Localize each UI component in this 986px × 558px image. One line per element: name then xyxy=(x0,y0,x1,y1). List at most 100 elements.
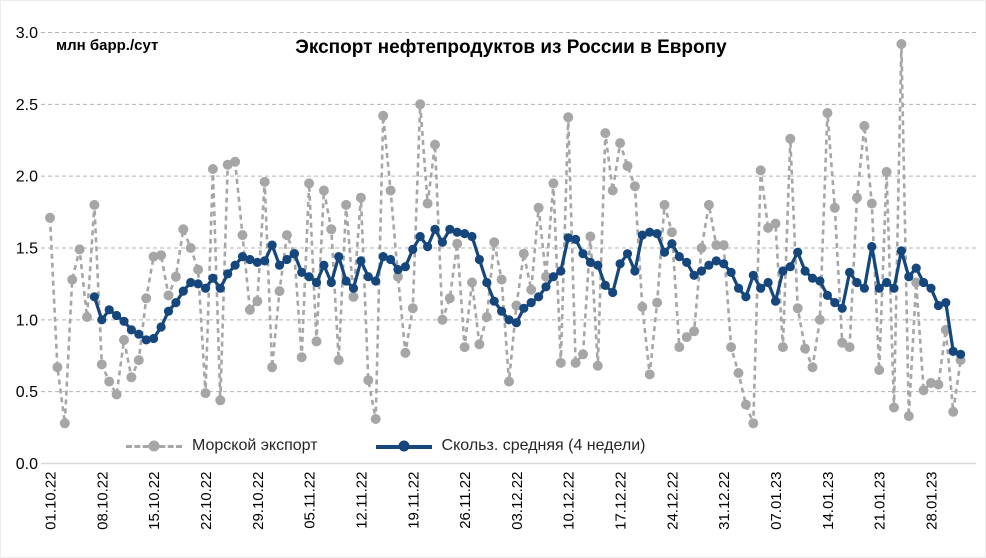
x-tick-label: 22.10.22 xyxy=(198,472,215,530)
series-moving-average-marker xyxy=(548,272,559,282)
series-sea-export-marker xyxy=(541,271,551,282)
series-moving-average-marker xyxy=(289,249,299,259)
series-sea-export-marker xyxy=(281,230,292,241)
sea-export-legend-marker-icon xyxy=(126,440,182,452)
y-tick-label: 1.5 xyxy=(16,241,38,258)
series-moving-average-marker xyxy=(415,231,425,242)
series-moving-average-marker xyxy=(452,227,462,237)
x-tick-label: 21.01.23 xyxy=(872,472,889,530)
series-sea-export-marker xyxy=(518,248,529,259)
x-tick-label: 12.11.22 xyxy=(353,472,370,529)
series-moving-average-marker xyxy=(237,252,248,262)
y-tick-label: 0.0 xyxy=(16,456,38,473)
series-moving-average-marker xyxy=(193,279,203,289)
series-sea-export-marker xyxy=(740,399,751,410)
series-sea-export-marker xyxy=(689,326,700,337)
series-moving-average-marker xyxy=(400,262,410,272)
series-moving-average-marker xyxy=(578,249,588,259)
series-sea-export-marker xyxy=(170,271,181,282)
series-moving-average-marker xyxy=(460,229,470,239)
series-moving-average-marker xyxy=(793,247,803,257)
series-sea-export-marker xyxy=(926,378,936,388)
series-moving-average-marker xyxy=(822,290,833,300)
series-sea-export-marker xyxy=(504,376,514,387)
series-sea-export-marker xyxy=(948,406,959,417)
series-moving-average-marker xyxy=(326,277,336,288)
series-moving-average-marker xyxy=(711,256,721,266)
series-sea-export-marker xyxy=(911,277,922,288)
series-moving-average-marker xyxy=(889,283,899,293)
x-tick-label: 10.12.22 xyxy=(561,472,578,530)
legend-label-moving-average: Скольз. средняя (4 недели) xyxy=(441,437,646,454)
series-moving-average-marker xyxy=(504,315,514,325)
series-moving-average-marker xyxy=(104,305,114,315)
series-moving-average-marker xyxy=(867,242,877,252)
series-moving-average-marker xyxy=(948,346,958,356)
series-sea-export-marker xyxy=(600,128,611,139)
series-sea-export-marker xyxy=(259,176,270,187)
series-sea-export-marker xyxy=(430,139,440,150)
series-sea-export-marker xyxy=(489,237,500,248)
series-sea-export-marker xyxy=(792,303,803,314)
series-sea-export-marker xyxy=(126,372,137,383)
series-moving-average-marker xyxy=(126,325,136,335)
series-sea-export-marker xyxy=(89,199,100,210)
series-moving-average-marker xyxy=(608,287,618,298)
series-moving-average-marker xyxy=(141,335,151,345)
series-sea-export-marker xyxy=(185,243,196,253)
series-moving-average-marker xyxy=(467,231,477,242)
series-sea-export-marker xyxy=(326,224,337,235)
series-sea-export-marker xyxy=(763,222,774,233)
series-sea-export-marker xyxy=(244,304,255,315)
series-sea-export-marker xyxy=(267,362,278,373)
series-moving-average-marker xyxy=(689,270,699,280)
series-sea-export-marker xyxy=(200,388,211,399)
series-moving-average-marker xyxy=(756,283,766,293)
series-moving-average-marker xyxy=(941,298,951,308)
series-moving-average-marker xyxy=(541,282,551,292)
series-sea-export-marker xyxy=(252,296,263,307)
series-moving-average-marker xyxy=(489,296,499,306)
series-sea-export-marker xyxy=(785,133,796,144)
x-tick-label: 28.01.23 xyxy=(924,472,941,530)
series-moving-average-marker xyxy=(807,273,818,283)
x-tick-label: 15.10.22 xyxy=(146,472,163,530)
chart-title: Экспорт нефтепродуктов из России в Европ… xyxy=(295,37,727,58)
legend: Морской экспорт Скольз. средняя (4 недел… xyxy=(126,437,645,455)
series-sea-export-marker xyxy=(59,418,70,429)
series-moving-average-marker xyxy=(430,224,440,234)
series-moving-average-marker xyxy=(600,280,610,290)
series-sea-export-marker xyxy=(82,312,92,322)
series-sea-export-marker xyxy=(681,332,692,343)
series-moving-average-marker xyxy=(156,322,166,332)
series-sea-export-marker xyxy=(422,198,433,209)
series-moving-average-marker xyxy=(519,303,529,313)
series-moving-average-marker xyxy=(630,266,640,276)
series-moving-average-marker xyxy=(245,254,255,265)
series-moving-average-marker xyxy=(408,244,418,254)
series-sea-export-marker xyxy=(718,240,729,251)
series-moving-average-marker xyxy=(112,310,122,321)
series-moving-average-marker xyxy=(171,298,181,308)
series-sea-export-marker xyxy=(726,342,737,353)
series-sea-export-marker xyxy=(852,192,862,203)
series-sea-export-marker xyxy=(45,212,55,223)
series-moving-average-marker xyxy=(645,227,655,237)
series-moving-average-marker xyxy=(297,267,307,277)
x-tick-label: 08.10.22 xyxy=(94,472,111,530)
series-sea-export-marker xyxy=(74,244,85,255)
series-moving-average-marker xyxy=(208,273,218,283)
series-sea-export-marker xyxy=(659,199,670,210)
series-moving-average-marker xyxy=(497,306,507,316)
series-moving-average-marker xyxy=(482,277,492,288)
series-sea-export-marker xyxy=(800,343,811,354)
y-tick-label: 2.0 xyxy=(16,169,38,186)
series-moving-average-marker xyxy=(874,283,884,293)
series-sea-export-marker xyxy=(555,357,566,368)
x-tick-label: 05.11.22 xyxy=(302,472,319,529)
series-moving-average-marker xyxy=(423,242,433,252)
x-tick-label: 07.01.23 xyxy=(768,472,785,530)
series-sea-export-marker xyxy=(67,274,78,285)
series-moving-average-marker xyxy=(230,260,240,270)
